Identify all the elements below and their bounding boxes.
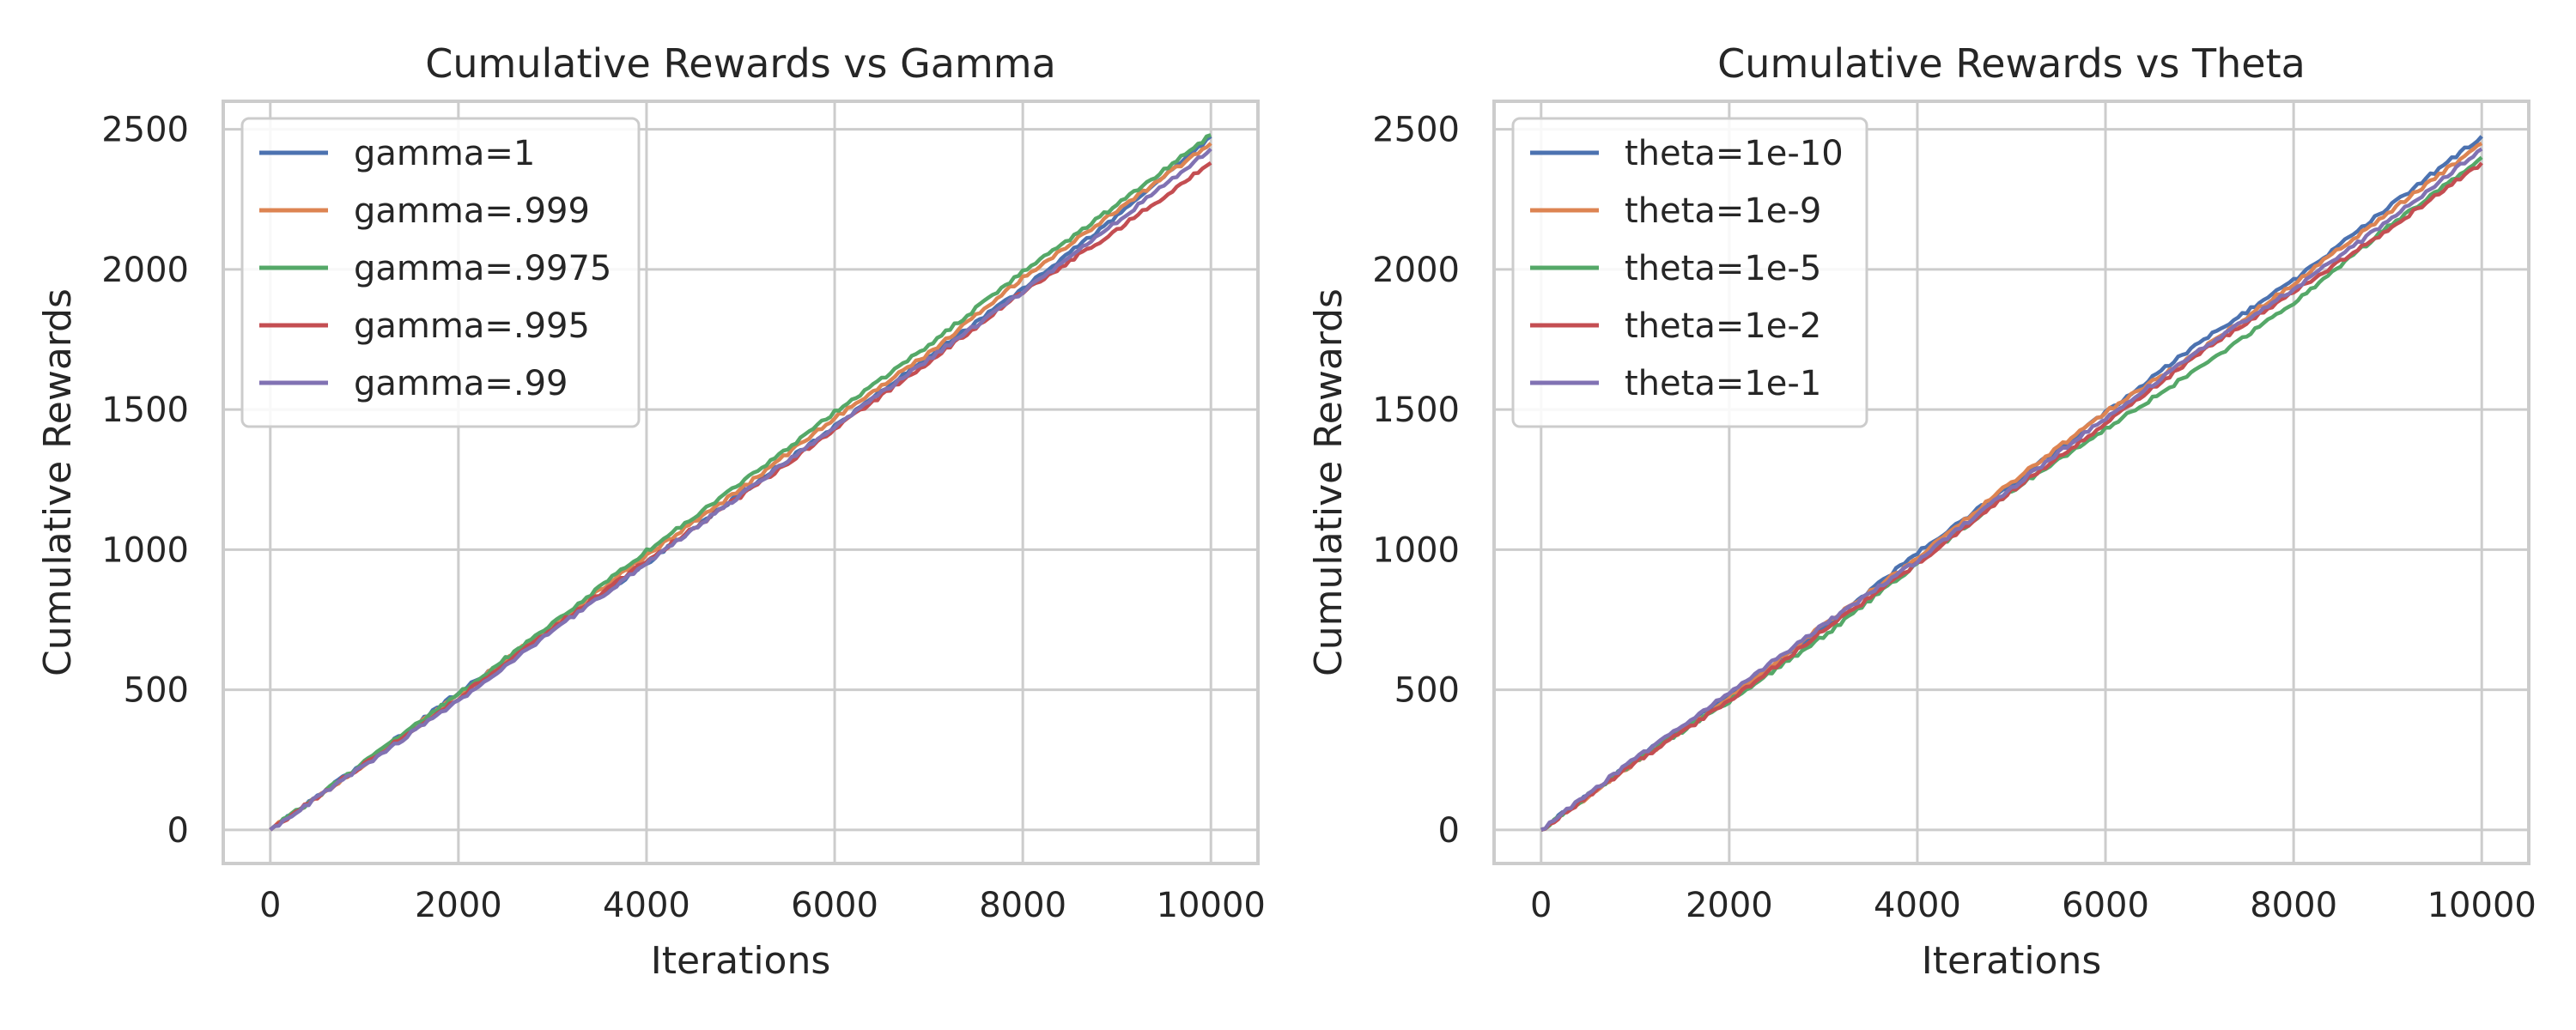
legend-label: theta=1e-5 xyxy=(1625,249,1821,288)
x-tick-label: 6000 xyxy=(2062,886,2149,925)
legend-label: theta=1e-1 xyxy=(1625,364,1821,403)
y-tick-label: 0 xyxy=(1438,811,1460,851)
chart-title: Cumulative Rewards vs Gamma xyxy=(425,40,1056,87)
y-tick-label: 1000 xyxy=(101,530,189,570)
legend-label: gamma=.999 xyxy=(354,191,590,231)
legend-box xyxy=(1511,117,1868,428)
chart-title: Cumulative Rewards vs Theta xyxy=(1717,40,2306,87)
series-lines xyxy=(269,133,1212,832)
y-axis-title: Cumulative Rewards xyxy=(36,288,80,676)
chart-panel-2: 0 2000 4000 6000 8000 10000 0 500 1000 1500 2000 25… xyxy=(1307,40,2537,983)
y-tick-label: 2000 xyxy=(101,251,189,290)
legend-label: gamma=.9975 xyxy=(354,249,611,288)
y-axis-title: Cumulative Rewards xyxy=(1307,288,1351,676)
y-tick-label: 500 xyxy=(124,671,189,711)
x-tick-label: 4000 xyxy=(603,886,690,925)
y-tick-label: 1500 xyxy=(1372,391,1460,430)
grid xyxy=(223,101,1258,863)
series-line xyxy=(269,147,1212,832)
y-tick-label: 0 xyxy=(167,811,189,851)
y-tick-label: 1500 xyxy=(101,391,189,430)
x-tick-label: 6000 xyxy=(791,886,878,925)
series-line xyxy=(1540,147,2483,832)
x-axis-title: Iterations xyxy=(1922,939,2102,983)
legend-box xyxy=(240,117,641,428)
x-tick-label: 4000 xyxy=(1874,886,1961,925)
legend-label: gamma=1 xyxy=(354,134,535,173)
legend-label: theta=1e-10 xyxy=(1625,134,1844,173)
legend: theta=1e-10 theta=1e-9 theta=1e-5 theta=1e-… xyxy=(1511,117,1868,428)
x-tick-label: 8000 xyxy=(2250,886,2337,925)
legend: gamma=1 gamma=.999 gamma=.9975 gamma=.995 ga… xyxy=(240,117,641,428)
y-tick-label: 2500 xyxy=(101,111,189,150)
legend-label: gamma=.99 xyxy=(354,364,568,403)
x-tick-label: 10000 xyxy=(2427,886,2537,925)
legend-label: theta=1e-2 xyxy=(1625,306,1821,346)
legend-label: gamma=.995 xyxy=(354,306,590,346)
y-tick-label: 1000 xyxy=(1372,530,1460,570)
x-tick-label: 2000 xyxy=(1686,886,1773,925)
series-lines xyxy=(1540,135,2483,832)
x-tick-label: 2000 xyxy=(415,886,502,925)
x-axis-title: Iterations xyxy=(651,939,831,983)
y-tick-label: 500 xyxy=(1394,671,1460,711)
legend-label: theta=1e-9 xyxy=(1625,191,1821,231)
series-line xyxy=(269,133,1212,832)
chart-panel-1: 0 2000 4000 6000 8000 10000 0 500 1000 1500 2000 25… xyxy=(36,40,1266,983)
x-tick-label: 8000 xyxy=(979,886,1066,925)
x-tick-label: 10000 xyxy=(1157,886,1266,925)
plot-frame xyxy=(222,100,1260,865)
plot-frame xyxy=(1492,100,2530,865)
x-tick-label: 0 xyxy=(259,886,281,925)
y-tick-label: 2000 xyxy=(1372,251,1460,290)
y-tick-label: 2500 xyxy=(1372,111,1460,150)
x-tick-label: 0 xyxy=(1530,886,1552,925)
